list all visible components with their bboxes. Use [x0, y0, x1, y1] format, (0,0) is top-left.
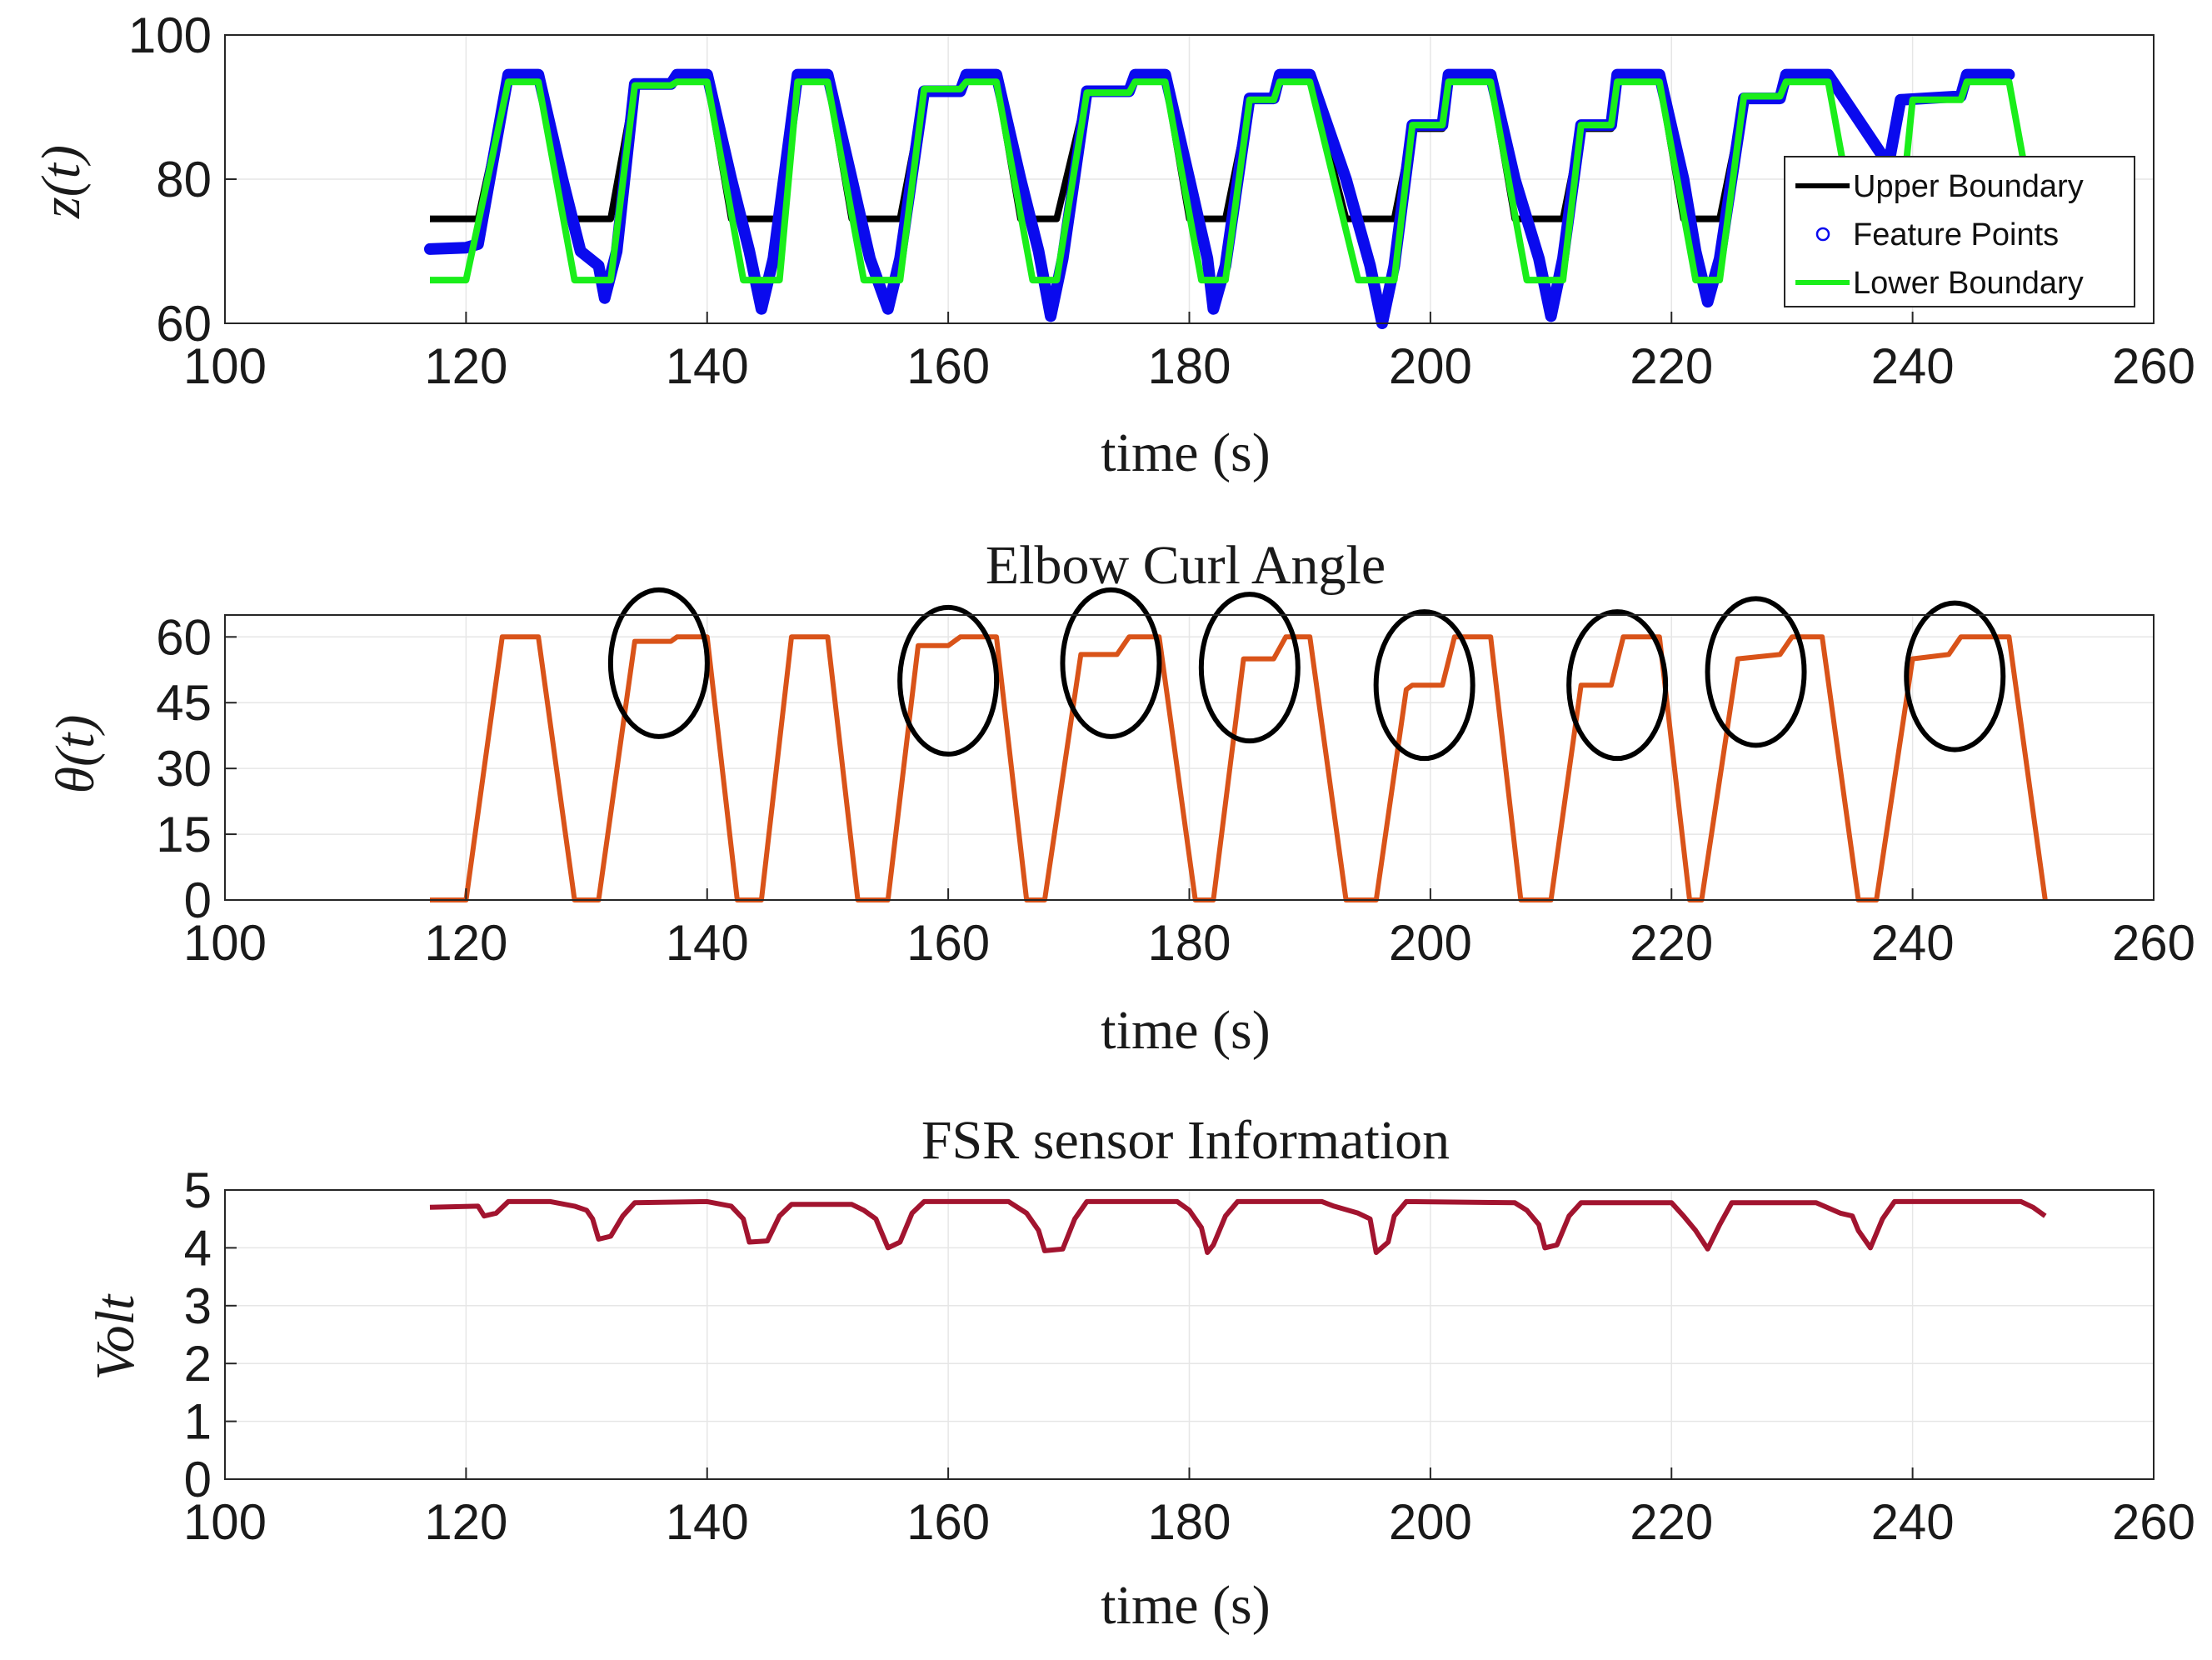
- z-xtick-label: 260: [2112, 338, 2195, 394]
- theta-xlabel: time (s): [1101, 1000, 1270, 1061]
- z-xtick-label: 200: [1389, 338, 1472, 394]
- theta-xtick-label: 220: [1630, 915, 1713, 971]
- theta-ticks: 100 120 140 160 180 200 220 240 260 0 15 30 45 60: [156, 609, 2195, 971]
- theta-ylabel: θ(t): [45, 715, 106, 794]
- fsr-xtick-label: 160: [906, 1494, 990, 1550]
- theta-ytick-label: 15: [156, 807, 212, 862]
- fsr-xtick-label: 120: [424, 1494, 507, 1550]
- fsr-xtick-label: 240: [1871, 1494, 1955, 1550]
- theta-ytick-label: 30: [156, 741, 212, 797]
- legend-feature-label: Feature Points: [1853, 218, 2059, 252]
- z-ytick-label: 100: [128, 8, 212, 63]
- theta-xtick-label: 240: [1871, 915, 1955, 971]
- fsr-series-volt: [429, 1198, 2047, 1255]
- fsr-xlabel: time (s): [1101, 1575, 1270, 1636]
- annotation-circle-5: [1373, 609, 1475, 762]
- z-panel: 100 120 140 160 180 200 220 240 260 60 80 100 time …: [31, 8, 2195, 483]
- fsr-title: FSR sensor Information: [921, 1110, 1450, 1171]
- theta-xtick-label: 120: [424, 915, 507, 971]
- z-legend: Upper Boundary Feature Points Lower Boun…: [1784, 156, 2135, 308]
- theta-xtick-label: 160: [906, 915, 990, 971]
- z-series: [424, 68, 2049, 329]
- fsr-grid: [224, 1189, 2155, 1480]
- z-xtick-label: 240: [1871, 338, 1955, 394]
- fsr-ytick-label: 1: [184, 1394, 212, 1450]
- theta-ytick-label: 0: [184, 872, 212, 928]
- fsr-panel: FSR sensor Information 100 120 140 160 180 20…: [85, 1110, 2195, 1636]
- annotation-circle-1: [607, 587, 710, 739]
- legend-lower-label: Lower Boundary: [1853, 266, 2084, 301]
- z-ylabel: z(t): [31, 145, 92, 219]
- theta-xtick-label: 200: [1389, 915, 1472, 971]
- theta-xtick-label: 140: [666, 915, 749, 971]
- theta-series-t: [430, 634, 2048, 902]
- fsr-xtick-label: 220: [1630, 1494, 1713, 1550]
- fsr-series: [429, 1198, 2047, 1255]
- annotation-circle-3: [1060, 587, 1162, 739]
- z-ticks: 100 120 140 160 180 200 220 240 260 60 80 100: [128, 8, 2195, 394]
- theta-title: Elbow Curl Angle: [986, 535, 1386, 596]
- theta-ytick-label: 45: [156, 675, 212, 731]
- z-ytick-label: 80: [156, 152, 212, 208]
- fsr-ytick-label: 4: [184, 1220, 212, 1276]
- theta-panel: Elbow Curl Angle 100 120 140 160 180 200 220 24…: [45, 535, 2195, 1061]
- theta-xtick-label: 180: [1147, 915, 1231, 971]
- z-xtick-label: 100: [183, 338, 267, 394]
- fsr-ylabel: Volt: [85, 1293, 146, 1380]
- theta-annotations: [607, 587, 2006, 762]
- fsr-ytick-label: 3: [184, 1278, 212, 1334]
- fsr-xtick-label: 200: [1389, 1494, 1472, 1550]
- theta-xtick-label: 260: [2112, 915, 2195, 971]
- z-series-feature-points: [424, 68, 2015, 329]
- annotation-circle-7: [1705, 596, 1807, 748]
- z-xtick-label: 220: [1630, 338, 1713, 394]
- fsr-ytick-label: 5: [184, 1162, 212, 1218]
- theta-series: [430, 634, 2048, 902]
- fsr-xtick-label: 260: [2112, 1494, 2195, 1550]
- fsr-xtick-label: 100: [183, 1494, 267, 1550]
- z-xtick-label: 140: [666, 338, 749, 394]
- annotation-circle-4: [1198, 592, 1301, 744]
- fsr-xtick-label: 140: [666, 1494, 749, 1550]
- theta-xtick-label: 100: [183, 915, 267, 971]
- legend-feature-swatch: [1815, 227, 1830, 242]
- annotation-circle-8: [1904, 600, 2006, 752]
- fsr-ytick-label: 0: [184, 1452, 212, 1508]
- fsr-ytick-label: 2: [184, 1336, 212, 1392]
- fsr-xtick-label: 180: [1147, 1494, 1231, 1550]
- z-xtick-label: 160: [906, 338, 990, 394]
- theta-ytick-label: 60: [156, 609, 212, 665]
- z-xtick-label: 180: [1147, 338, 1231, 394]
- z-xtick-label: 120: [424, 338, 507, 394]
- z-xlabel: time (s): [1101, 422, 1270, 483]
- annotation-circle-2: [897, 604, 1000, 757]
- legend-upper-label: Upper Boundary: [1853, 169, 2084, 204]
- z-series-lower-boundary: [430, 78, 2049, 284]
- annotation-circle-6: [1566, 609, 1669, 762]
- z-ytick-label: 60: [156, 296, 212, 352]
